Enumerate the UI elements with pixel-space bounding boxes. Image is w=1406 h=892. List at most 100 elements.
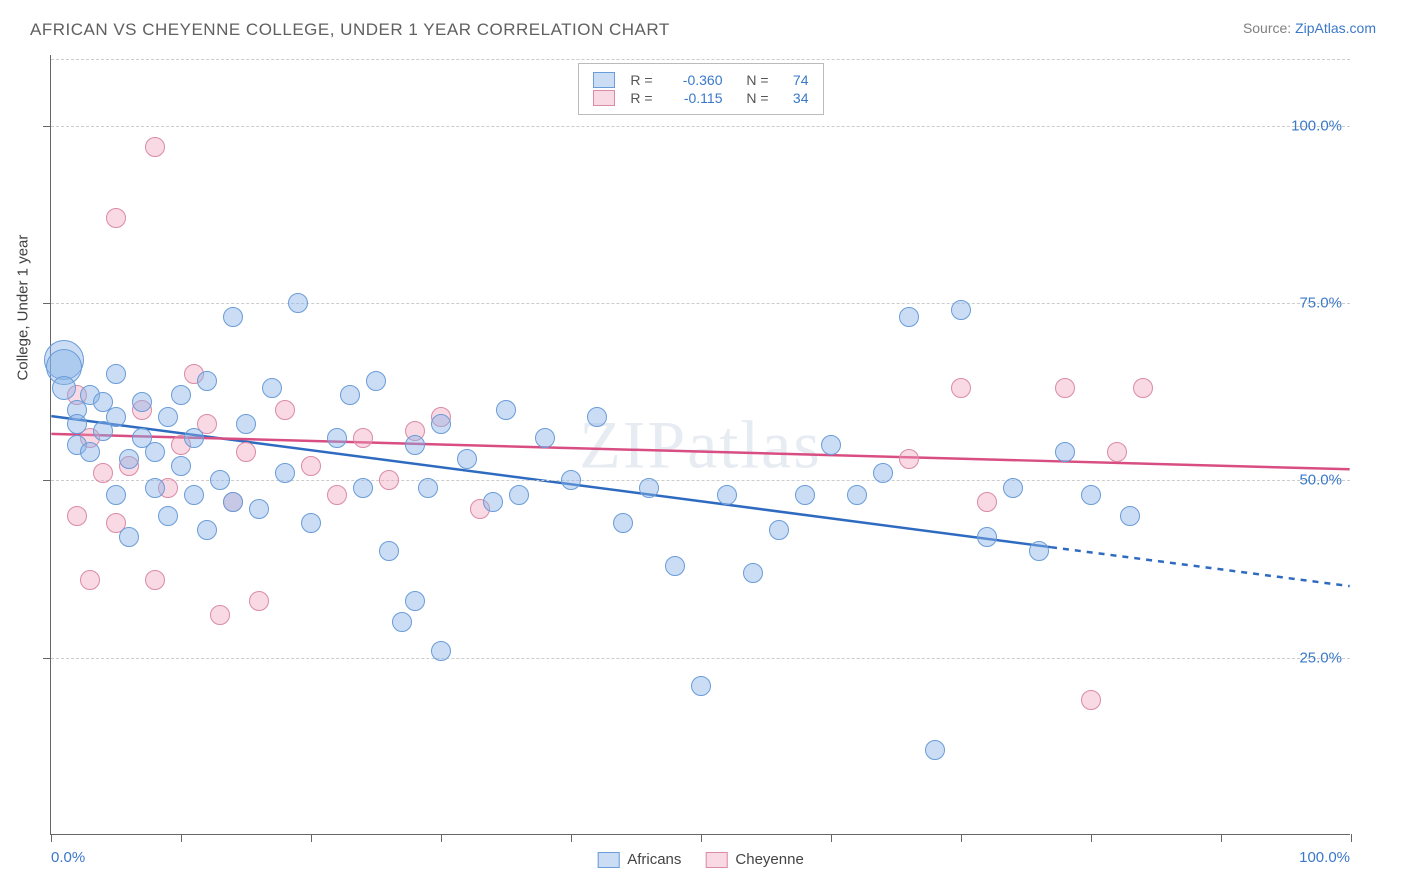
gridline bbox=[51, 303, 1350, 304]
data-point bbox=[509, 485, 529, 505]
data-point bbox=[171, 456, 191, 476]
data-point bbox=[223, 307, 243, 327]
data-point bbox=[210, 605, 230, 625]
data-point bbox=[925, 740, 945, 760]
source-link[interactable]: ZipAtlas.com bbox=[1295, 20, 1376, 36]
y-tick-label: 75.0% bbox=[1299, 295, 1342, 312]
legend-item-cheyenne: Cheyenne bbox=[705, 851, 803, 868]
data-point bbox=[236, 414, 256, 434]
chart-title: AFRICAN VS CHEYENNE COLLEGE, UNDER 1 YEA… bbox=[30, 20, 670, 40]
data-point bbox=[119, 449, 139, 469]
data-point bbox=[769, 520, 789, 540]
data-point bbox=[431, 414, 451, 434]
plot-area: ZIPatlas College, Under 1 year R = -0.36… bbox=[50, 55, 1350, 835]
n-label: N = bbox=[741, 90, 769, 106]
data-point bbox=[158, 407, 178, 427]
data-point bbox=[1133, 378, 1153, 398]
data-point bbox=[1081, 485, 1101, 505]
gridline bbox=[51, 480, 1350, 481]
data-point bbox=[327, 428, 347, 448]
y-tick-label: 100.0% bbox=[1291, 117, 1342, 134]
data-point bbox=[80, 442, 100, 462]
data-point bbox=[249, 591, 269, 611]
n-label: N = bbox=[741, 72, 769, 88]
data-point bbox=[1003, 478, 1023, 498]
data-point bbox=[535, 428, 555, 448]
data-point bbox=[301, 513, 321, 533]
data-point bbox=[561, 470, 581, 490]
x-axis-max-label: 100.0% bbox=[1299, 849, 1350, 866]
data-point bbox=[145, 442, 165, 462]
legend-item-africans: Africans bbox=[597, 851, 681, 868]
data-point bbox=[1055, 378, 1075, 398]
data-point bbox=[353, 478, 373, 498]
data-point bbox=[353, 428, 373, 448]
legend-swatch-cheyenne bbox=[593, 90, 615, 106]
data-point bbox=[119, 527, 139, 547]
data-point bbox=[184, 485, 204, 505]
y-tick-label: 25.0% bbox=[1299, 649, 1342, 666]
data-point bbox=[743, 563, 763, 583]
data-point bbox=[210, 470, 230, 490]
r-label: R = bbox=[625, 72, 653, 88]
data-point bbox=[67, 414, 87, 434]
data-point bbox=[665, 556, 685, 576]
data-point bbox=[1120, 506, 1140, 526]
data-point bbox=[52, 376, 76, 400]
source-prefix: Source: bbox=[1243, 20, 1295, 36]
data-point bbox=[197, 520, 217, 540]
data-point bbox=[275, 463, 295, 483]
data-point bbox=[275, 400, 295, 420]
n-value-africans: 74 bbox=[779, 72, 809, 88]
data-point bbox=[236, 442, 256, 462]
data-point bbox=[951, 378, 971, 398]
data-point bbox=[158, 506, 178, 526]
y-tick bbox=[43, 303, 51, 304]
data-point bbox=[405, 591, 425, 611]
data-point bbox=[691, 676, 711, 696]
r-value-cheyenne: -0.115 bbox=[663, 90, 723, 106]
gridline bbox=[51, 59, 1350, 60]
data-point bbox=[288, 293, 308, 313]
legend-row-cheyenne: R = -0.115 N = 34 bbox=[593, 90, 809, 106]
data-point bbox=[80, 570, 100, 590]
series-legend: Africans Cheyenne bbox=[597, 851, 804, 868]
legend-swatch-icon bbox=[597, 852, 619, 868]
x-tick bbox=[961, 834, 962, 842]
x-tick bbox=[1091, 834, 1092, 842]
data-point bbox=[340, 385, 360, 405]
data-point bbox=[106, 407, 126, 427]
y-tick-label: 50.0% bbox=[1299, 472, 1342, 489]
x-tick bbox=[441, 834, 442, 842]
y-axis-title: College, Under 1 year bbox=[15, 234, 32, 380]
correlation-legend: R = -0.360 N = 74 R = -0.115 N = 34 bbox=[578, 63, 824, 115]
x-tick bbox=[571, 834, 572, 842]
r-value-africans: -0.360 bbox=[663, 72, 723, 88]
x-tick bbox=[701, 834, 702, 842]
data-point bbox=[587, 407, 607, 427]
data-point bbox=[106, 485, 126, 505]
data-point bbox=[899, 307, 919, 327]
data-point bbox=[145, 478, 165, 498]
x-tick bbox=[1351, 834, 1352, 842]
legend-swatch-icon bbox=[705, 852, 727, 868]
data-point bbox=[977, 492, 997, 512]
data-point bbox=[795, 485, 815, 505]
data-point bbox=[405, 435, 425, 455]
data-point bbox=[93, 463, 113, 483]
x-axis-min-label: 0.0% bbox=[51, 849, 85, 866]
legend-label-cheyenne: Cheyenne bbox=[735, 851, 803, 868]
data-point bbox=[496, 400, 516, 420]
chart-source: Source: ZipAtlas.com bbox=[1243, 20, 1376, 36]
data-point bbox=[1029, 541, 1049, 561]
x-tick bbox=[311, 834, 312, 842]
data-point bbox=[366, 371, 386, 391]
y-tick bbox=[43, 480, 51, 481]
data-point bbox=[951, 300, 971, 320]
watermark: ZIPatlas bbox=[579, 405, 822, 484]
n-value-cheyenne: 34 bbox=[779, 90, 809, 106]
data-point bbox=[977, 527, 997, 547]
data-point bbox=[1055, 442, 1075, 462]
x-tick bbox=[51, 834, 52, 842]
x-tick bbox=[181, 834, 182, 842]
